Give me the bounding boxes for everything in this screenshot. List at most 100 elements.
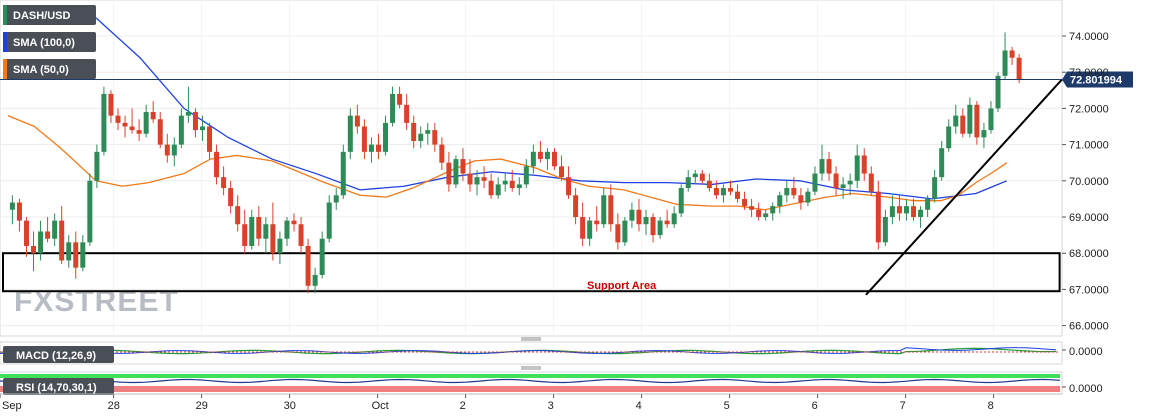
y-tick-label: 70.0000 xyxy=(1069,176,1109,188)
candle xyxy=(284,217,290,246)
candle xyxy=(263,217,269,254)
candle-body xyxy=(967,104,973,134)
candle-body xyxy=(756,209,762,217)
candle xyxy=(678,184,684,217)
candle-body xyxy=(263,224,269,239)
candle xyxy=(73,231,79,279)
rsi-resize-handle[interactable] xyxy=(521,366,541,370)
candle xyxy=(629,202,635,228)
candle-body xyxy=(1016,57,1022,80)
candle-body xyxy=(368,144,374,152)
candle xyxy=(516,177,522,196)
y-axis: 74.0000 73.0000 72.0000 71.0000 70.0000 69.00… xyxy=(1062,31,1109,333)
candle-body xyxy=(833,173,839,189)
candle xyxy=(298,217,304,254)
macd-resize-handle[interactable] xyxy=(521,337,541,341)
candle-body xyxy=(692,173,698,178)
candle-body xyxy=(192,112,198,131)
candle-body xyxy=(270,224,276,254)
candle-body xyxy=(777,195,783,207)
candle xyxy=(875,180,881,250)
rsi-line xyxy=(0,378,1061,384)
candle-body xyxy=(629,209,635,221)
y-tick-label: 71.0000 xyxy=(1069,140,1109,152)
candle-body xyxy=(305,245,311,286)
candle-body xyxy=(784,188,790,196)
candle-body xyxy=(551,151,557,167)
candle-body xyxy=(671,213,677,225)
rsi-panel[interactable]: RSI (14,70,30,1) 0.0000 xyxy=(0,371,1103,395)
candle-body xyxy=(164,144,170,156)
candle xyxy=(23,217,29,257)
candle-body xyxy=(115,115,121,123)
candle xyxy=(988,101,994,134)
candle-body xyxy=(622,220,628,243)
candle xyxy=(411,115,417,149)
candle-body xyxy=(946,126,952,149)
legend-box xyxy=(3,5,96,25)
rsi-legend-label: RSI (14,70,30,1) xyxy=(16,382,97,394)
candle-body xyxy=(136,130,142,134)
candle xyxy=(559,155,565,181)
candle xyxy=(38,220,44,261)
candle xyxy=(854,144,860,189)
candle xyxy=(446,151,452,192)
candle-body xyxy=(418,133,424,141)
candle-body xyxy=(340,151,346,196)
candle xyxy=(312,267,318,294)
candle-body xyxy=(73,242,79,268)
candle xyxy=(798,188,804,210)
candle xyxy=(66,235,72,268)
candle xyxy=(235,195,241,232)
candle-body xyxy=(713,188,719,196)
candle-body xyxy=(544,151,550,160)
candle xyxy=(214,144,220,185)
legend-color-swatch xyxy=(3,59,7,79)
candle-body xyxy=(960,115,966,134)
candle-body xyxy=(1002,50,1008,76)
legend-color-swatch xyxy=(3,32,7,52)
support-area-rect xyxy=(2,252,1061,293)
candle xyxy=(228,180,234,214)
candle xyxy=(368,137,374,163)
candle-body xyxy=(390,93,396,123)
candle xyxy=(249,209,255,250)
candle-body xyxy=(425,130,431,134)
candle-body xyxy=(375,144,381,152)
x-tick-label: 29 xyxy=(196,400,208,412)
candle-body xyxy=(932,177,938,199)
rsi-legend-box xyxy=(3,378,114,395)
candle xyxy=(1002,32,1008,80)
macd-panel[interactable]: MACD (12,26,9) 0.0000 xyxy=(0,341,1103,365)
candle-body xyxy=(214,151,220,178)
candle-body xyxy=(819,159,825,174)
candle-body xyxy=(333,195,339,203)
candle xyxy=(199,115,205,141)
candle-body xyxy=(882,217,888,243)
candle-body xyxy=(727,188,733,192)
candle-body xyxy=(361,126,367,152)
candle-body xyxy=(523,166,529,185)
candle xyxy=(495,177,501,199)
candle-body xyxy=(347,115,353,152)
candle-body xyxy=(249,217,255,246)
candle xyxy=(59,206,65,265)
candle xyxy=(340,144,346,199)
legend-label: SMA (100,0) xyxy=(13,37,75,49)
candle-body xyxy=(699,173,705,181)
candle-body xyxy=(143,112,149,134)
candle xyxy=(474,169,480,196)
candle xyxy=(432,122,438,152)
main-plot-area[interactable] xyxy=(0,0,1063,337)
candle-body xyxy=(481,177,487,181)
candle xyxy=(777,191,783,214)
x-tick-label: 4 xyxy=(636,400,642,412)
candle-body xyxy=(150,112,156,120)
candle-body xyxy=(798,195,804,203)
legend-label: DASH/USD xyxy=(13,10,71,22)
x-tick-label: 2 xyxy=(460,400,466,412)
candle xyxy=(720,184,726,203)
candle-body xyxy=(354,115,360,127)
candle-body xyxy=(502,180,508,185)
